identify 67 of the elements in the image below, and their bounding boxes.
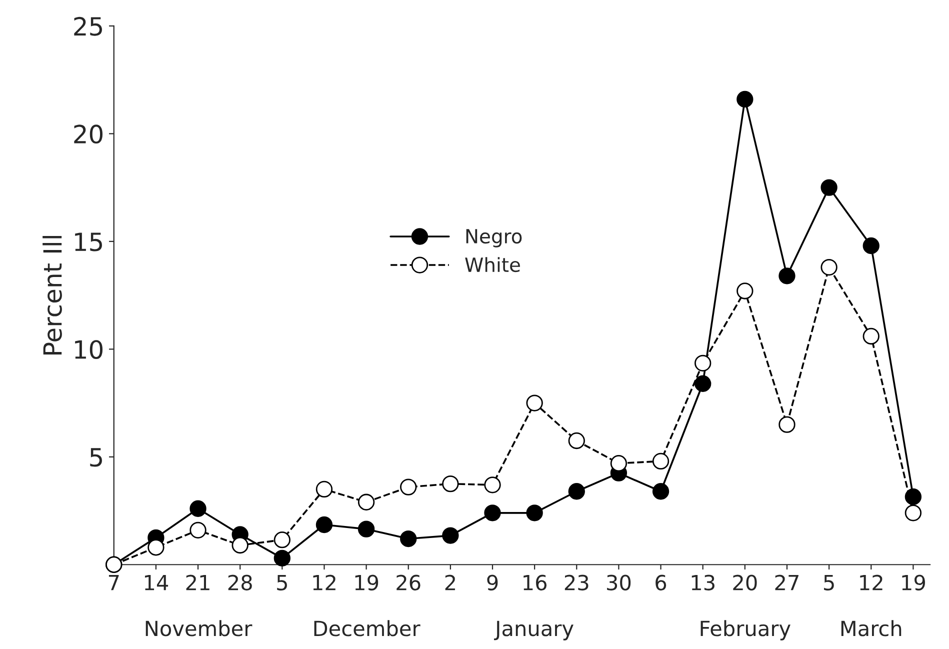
x-tick-label: 6 [656,574,666,590]
y-tick-label: 25 [74,16,102,36]
point [610,455,628,472]
text: December [314,620,420,636]
point [862,237,880,254]
point [904,488,922,506]
x-tick-label: 12 [860,574,882,590]
y-tick-label: 5 [90,448,102,467]
point [694,354,712,372]
point [400,530,417,548]
point [820,258,838,276]
point [568,483,585,500]
x-tick-label: 14 [144,574,168,590]
point [316,516,333,534]
x-tick-label: 20 [733,574,757,590]
x-tick-label: 30 [607,574,631,590]
y-tick-label: 20 [74,124,102,144]
point [316,480,333,498]
x-tick-label: 27 [775,574,798,590]
x-tick-label: 7 [108,574,119,590]
x-tick-label: 19 [902,574,925,590]
point [694,375,712,392]
point [736,90,754,108]
text: January [494,620,574,640]
point [736,282,754,300]
y-axis-title: Percent Ill [42,236,62,354]
x-tick-label: 2 [445,574,455,590]
point [148,539,164,556]
point [484,476,501,494]
point [232,536,248,554]
y-tick-label: 10 [75,340,102,360]
point [568,432,585,450]
x-tick-label: 12 [313,574,336,590]
legend-label: White [465,257,520,272]
point [190,500,206,517]
x-tick-label: 9 [487,574,498,590]
point [526,394,543,412]
x-tick-label: 23 [564,574,588,590]
x-tick-label: 5 [824,574,834,590]
x-tick-label: 13 [692,574,714,590]
x-tick-label: 26 [396,574,420,590]
text: February [700,620,790,640]
x-tick-label: 21 [186,574,210,590]
point [358,520,375,538]
point [484,504,501,522]
y-tick-label: 15 [75,232,102,252]
point [778,416,796,433]
x-tick-label: 5 [277,574,287,590]
point [442,527,459,544]
point [778,268,796,284]
point [652,452,670,470]
point [358,494,375,510]
text: March [841,620,902,636]
point [442,475,459,492]
point [820,179,838,196]
point [400,478,417,496]
point [190,522,206,538]
point [652,483,670,500]
legend-label: Negro [466,229,522,248]
point [274,550,290,566]
x-tick-label: 19 [355,574,378,590]
x-tick-label: 16 [524,574,547,590]
point [274,532,290,548]
x-tick-label: 28 [228,574,252,590]
text: November [146,620,252,636]
point [526,504,543,522]
point [862,328,880,345]
